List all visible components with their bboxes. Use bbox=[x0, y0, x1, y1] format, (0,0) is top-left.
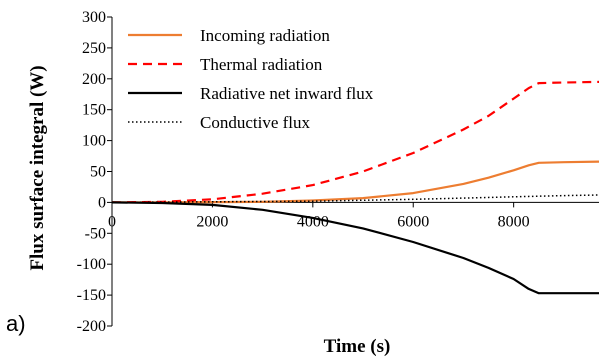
y-tick-label: 150 bbox=[82, 102, 106, 119]
x-tick-label: 8000 bbox=[498, 213, 530, 230]
y-tick-label: -100 bbox=[77, 256, 106, 273]
y-tick-label: 200 bbox=[82, 71, 106, 88]
series-line-3 bbox=[111, 201, 599, 295]
y-tick-label: -150 bbox=[77, 287, 106, 304]
series-line-1 bbox=[112, 160, 600, 204]
y-tick-label: -200 bbox=[77, 318, 106, 335]
series-lines bbox=[111, 80, 600, 295]
y-tick-label: 250 bbox=[82, 40, 106, 57]
y-tick-label: 50 bbox=[90, 164, 106, 181]
series-line-2 bbox=[111, 80, 600, 204]
legend-label-3: Radiative net inward flux bbox=[200, 84, 374, 103]
x-tick-label: 6000 bbox=[397, 213, 429, 230]
legend: Incoming radiation Thermal radiation Radia… bbox=[128, 26, 374, 132]
legend-label-1: Incoming radiation bbox=[200, 26, 330, 45]
y-tick-label: 100 bbox=[82, 133, 106, 150]
y-tick-label: 0 bbox=[98, 194, 106, 211]
y-tick-label: 300 bbox=[82, 9, 106, 26]
panel-label: a) bbox=[6, 311, 26, 336]
x-axis: 0 2000 4000 6000 8000 bbox=[108, 201, 599, 230]
legend-label-4: Conductive flux bbox=[200, 113, 311, 132]
x-axis-label: Time (s) bbox=[324, 336, 391, 357]
x-tick-label: 0 bbox=[108, 213, 116, 230]
y-axis-label: Flux surface integral (W) bbox=[27, 65, 48, 270]
y-tick-label: -50 bbox=[85, 225, 106, 242]
x-tick-label: 2000 bbox=[196, 213, 228, 230]
legend-label-2: Thermal radiation bbox=[200, 55, 323, 74]
